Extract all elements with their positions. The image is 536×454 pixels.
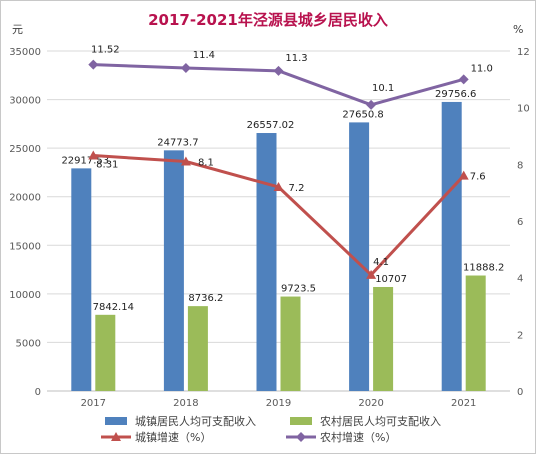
rural-growth-data-label: 11.0 [471,63,493,74]
urban-growth-marker [458,170,469,180]
x-axis-tick-label: 2021 [451,398,476,409]
urban-growth-data-label: 8.1 [198,158,214,169]
left-axis-tick-label: 30000 [9,96,41,107]
rural-growth-marker [88,59,99,70]
right-axis-tick-label: 12 [517,47,530,58]
right-axis-tick-label: 0 [517,387,523,398]
left-axis-tick-label: 0 [35,387,41,398]
urban-growth-marker [180,156,191,166]
legend-urban-income-label: 城镇居民人均可支配收入 [135,414,256,428]
urban-growth-data-label: 4.1 [373,257,389,268]
rural-growth-marker [458,74,469,85]
left-axis-tick-label: 10000 [9,290,41,301]
left-axis-unit: 元 [12,23,23,36]
urban-income-bar [441,101,462,391]
legend-rural-income-swatch [290,417,312,425]
urban-income-data-label: 22917.53 [61,155,109,166]
right-axis-tick-label: 8 [517,160,523,171]
urban-income-bar [71,168,92,391]
rural-growth-data-label: 11.3 [285,53,307,64]
rural-growth-data-label: 11.52 [91,45,120,56]
urban-income-data-label: 26557.02 [247,120,295,131]
urban-income-data-label: 29756.6 [435,89,476,100]
legend-urban-growth-marker [111,432,121,441]
urban-income-bar [163,150,184,391]
legend-urban-growth-label: 城镇增速（%） [135,430,211,444]
urban-growth-marker [366,269,377,279]
rural-growth-marker [180,63,191,73]
rural-income-bar [280,296,301,391]
rural-income-data-label: 8736.2 [188,293,223,304]
urban-growth-data-label: 7.2 [289,183,305,194]
rural-income-data-label: 11888.2 [463,263,504,274]
rural-growth-marker [273,65,284,76]
rural-growth-data-label: 11.4 [193,50,215,61]
urban-growth-marker [273,182,284,191]
rural-income-bar [95,314,116,391]
rural-income-bar [187,306,208,391]
rural-income-bar [465,275,486,391]
urban-growth-data-label: 7.6 [470,172,486,183]
rural-growth-marker [366,99,377,110]
rural-income-data-label: 7842.14 [93,302,134,313]
right-axis-tick-label: 10 [517,104,530,115]
urban-growth-data-label: 8.31 [96,160,118,171]
legend-urban-income-swatch [105,417,127,425]
right-axis-tick-label: 2 [517,330,523,341]
urban-income-data-label: 24773.7 [157,137,198,148]
legend-rural-income-label: 农村居民人均可支配收入 [320,414,441,428]
left-axis-tick-label: 25000 [9,144,41,155]
rural-income-bar [373,286,394,391]
left-axis-tick-label: 15000 [9,241,41,252]
x-axis-tick-label: 2017 [81,398,106,409]
rural-income-data-label: 9723.5 [281,284,316,295]
urban-income-data-label: 27650.8 [342,109,383,120]
chart-title: 2017-2021年泾源县城乡居民收入 [148,11,388,29]
right-axis-unit: % [513,23,523,36]
urban-growth-line [93,154,465,277]
left-axis-tick-label: 20000 [9,193,41,204]
legend-rural-growth-label: 农村增速（%） [320,430,396,444]
urban-income-bar [349,122,370,392]
x-axis-tick-label: 2018 [173,398,198,409]
urban-growth-marker [88,150,99,160]
left-axis-tick-label: 35000 [9,47,41,58]
x-axis-tick-label: 2019 [266,398,291,409]
right-axis-tick-label: 4 [517,274,523,285]
x-axis-tick-label: 2020 [358,398,383,409]
rural-growth-data-label: 10.1 [372,83,394,94]
rural-income-data-label: 10707 [375,274,407,285]
urban-income-bar [256,133,277,391]
left-axis-tick-label: 5000 [16,338,41,349]
right-axis-tick-label: 6 [517,217,523,228]
legend-rural-growth-marker [296,432,306,442]
